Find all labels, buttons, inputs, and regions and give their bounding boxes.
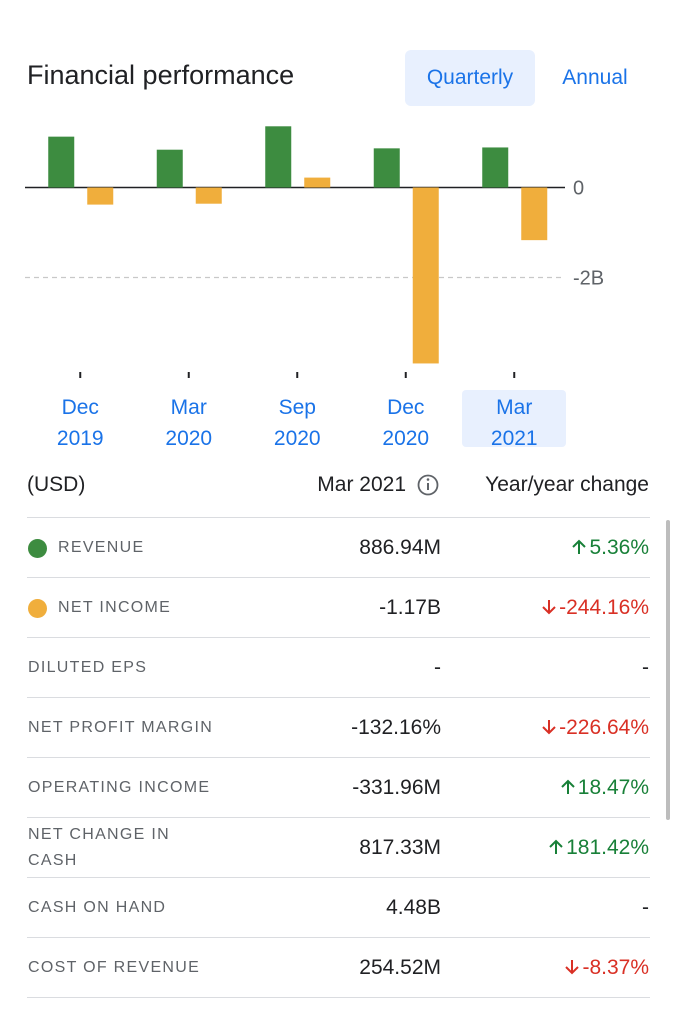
row-label-text: Revenue <box>58 539 145 556</box>
arrow-up <box>561 779 575 794</box>
x-tick-label[interactable]: Sep 2020 <box>273 396 321 450</box>
arrow-down <box>542 720 556 735</box>
row-change: 5.36% <box>571 518 649 578</box>
row-change: - <box>642 638 649 698</box>
row-label-text: Operating income <box>28 779 211 796</box>
row-value: 886.94M <box>359 536 441 559</box>
table-bottom-border <box>27 997 650 998</box>
row-label: Cost of revenue <box>28 938 220 998</box>
row-label-text: Net income <box>58 599 172 616</box>
table-row: Net change in cash 817.33M 181.42% <box>27 817 650 878</box>
bar <box>195 187 222 204</box>
row-label: Net change in cash <box>28 818 220 878</box>
row-label-text: Cash on hand <box>28 899 167 916</box>
legend-dot <box>28 598 47 618</box>
row-label: Cash on hand <box>28 878 220 938</box>
table-row: Cost of revenue 254.52M -8.37% <box>27 937 650 998</box>
row-label-text: Net profit margin <box>28 719 214 736</box>
column-header: Year/year change <box>485 473 649 496</box>
row-label-text: Diluted EPS <box>28 659 148 676</box>
row-value: - <box>434 656 441 679</box>
row-change: -8.37% <box>564 938 649 998</box>
row-change: - <box>642 878 649 938</box>
change-text: 18.47% <box>577 776 649 799</box>
arrow <box>565 960 580 975</box>
x-tick-label[interactable]: Dec 2020 <box>382 396 430 450</box>
row-label: Revenue <box>28 518 220 578</box>
bar <box>87 187 114 205</box>
table-row: Diluted EPS - - <box>27 637 650 698</box>
bar <box>265 126 292 188</box>
x-tick-label[interactable]: Mar 2021 <box>462 390 567 450</box>
bar <box>48 136 75 188</box>
title: Financial performance <box>27 60 295 90</box>
row-label-text: Cost of revenue <box>28 959 201 976</box>
column-header: (USD) <box>27 473 86 496</box>
row-change: 18.47% <box>560 758 649 818</box>
tab-quarterly[interactable]: Quarterly <box>405 50 535 106</box>
x-tick-label[interactable]: Dec 2019 <box>56 396 104 450</box>
row-label: Operating income <box>28 758 220 818</box>
row-label: Diluted EPS <box>28 638 220 698</box>
bar <box>304 177 331 188</box>
y-tick-label: 0 <box>573 178 584 200</box>
chart: 0 -2B <box>25 126 604 378</box>
row-change: 181.42% <box>548 818 649 878</box>
legend-dot <box>28 538 47 558</box>
bar <box>521 187 548 241</box>
arrow <box>549 839 563 854</box>
row-value: -132.16% <box>351 716 441 739</box>
row-change: -244.16% <box>541 578 649 638</box>
scrollbar <box>666 520 670 820</box>
arrow-down <box>542 600 556 615</box>
change-text: -8.37% <box>582 956 649 979</box>
row-change: -226.64% <box>541 698 649 758</box>
bar <box>373 148 400 188</box>
row-value: 254.52M <box>359 956 441 979</box>
row-value: -1.17B <box>379 596 441 619</box>
arrow-down <box>565 960 580 975</box>
arrow <box>572 539 587 554</box>
change-text: -226.64% <box>559 716 649 739</box>
arrow-up <box>549 839 563 854</box>
tab-annual[interactable]: Annual <box>562 66 628 89</box>
column-header: Mar 2021 <box>317 473 406 496</box>
table-row: Cash on hand 4.48B - <box>27 877 650 938</box>
row-label: Net profit margin <box>28 698 220 758</box>
bar <box>482 147 509 188</box>
arrow <box>542 720 556 735</box>
table-row: Revenue 886.94M 5.36% <box>27 517 650 578</box>
arrow-up <box>572 539 587 554</box>
row-value: 4.48B <box>386 896 441 919</box>
row-value: -331.96M <box>352 776 441 799</box>
y-tick-label: -2B <box>573 268 604 290</box>
change-text: 5.36% <box>589 536 649 559</box>
bar <box>412 187 439 364</box>
change-text: - <box>642 896 649 919</box>
change-text: 181.42% <box>566 836 649 859</box>
x-tick-label[interactable]: Mar 2020 <box>165 396 213 450</box>
table-row: Operating income -331.96M 18.47% <box>27 757 650 818</box>
row-value: 817.33M <box>359 836 441 859</box>
bar <box>156 149 183 188</box>
arrow <box>561 779 575 794</box>
change-text: -244.16% <box>559 596 649 619</box>
change-text: - <box>642 656 649 679</box>
table-row: Net income -1.17B -244.16% <box>27 577 650 638</box>
arrow <box>542 600 556 615</box>
info-icon <box>417 474 439 496</box>
table-row: Net profit margin -132.16% -226.64% <box>27 697 650 758</box>
row-label-text: Net change in cash <box>28 826 170 869</box>
row-label: Net income <box>28 578 220 638</box>
